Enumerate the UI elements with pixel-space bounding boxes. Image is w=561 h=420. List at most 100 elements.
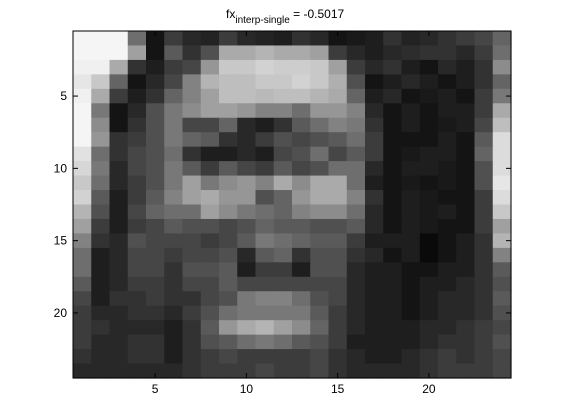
heatmap-cell <box>273 247 293 263</box>
heatmap-cell <box>365 291 384 307</box>
heatmap-cell <box>255 363 275 379</box>
heatmap-cell <box>109 117 129 133</box>
heatmap-cell <box>109 175 129 191</box>
heatmap-cell <box>237 247 257 263</box>
heatmap-cell <box>365 103 384 119</box>
heatmap-cell <box>91 74 111 90</box>
heatmap-cell <box>365 175 384 191</box>
heatmap-cell <box>146 59 165 75</box>
heatmap-cell <box>438 146 457 162</box>
heatmap-cell <box>109 103 129 119</box>
heatmap-cell <box>456 175 476 191</box>
heatmap-cell <box>438 262 457 278</box>
heatmap-cell <box>456 204 476 220</box>
heatmap-cell <box>109 349 129 365</box>
heatmap-cell <box>109 305 129 321</box>
heatmap-cell <box>255 88 275 104</box>
heatmap-cell <box>310 247 330 263</box>
heatmap-cell <box>237 103 257 119</box>
heatmap-cell <box>292 363 311 379</box>
heatmap-cell <box>419 88 439 104</box>
heatmap-cell <box>383 247 403 263</box>
heatmap-cell <box>438 190 457 206</box>
heatmap-cell <box>182 103 202 119</box>
heatmap-cell <box>109 161 129 177</box>
heatmap-cell <box>365 146 384 162</box>
heatmap-cell <box>419 117 439 133</box>
heatmap-cell <box>182 132 202 148</box>
heatmap-cell <box>438 74 457 90</box>
heatmap-cell <box>365 132 384 148</box>
heatmap-cell <box>255 247 275 263</box>
heatmap-cell <box>292 117 311 133</box>
heatmap-cell <box>182 45 202 61</box>
heatmap-cell <box>127 74 147 90</box>
heatmap-cell <box>146 305 165 321</box>
chart-title: fxinterp-single = -0.5017 <box>226 7 345 26</box>
heatmap-cell <box>456 117 476 133</box>
heatmap-cell <box>73 320 92 336</box>
heatmap-cell <box>419 45 439 61</box>
heatmap-cell <box>456 218 476 235</box>
heatmap-cell <box>310 262 330 278</box>
heatmap-cell <box>401 74 421 90</box>
heatmap-cell <box>474 45 494 61</box>
heatmap-cell <box>237 175 257 191</box>
chart-title-prefix: fx <box>226 7 235 21</box>
y-tick-label: 5 <box>60 89 67 103</box>
heatmap-cell <box>419 74 439 90</box>
heatmap-cell <box>127 233 147 249</box>
heatmap-cell <box>255 31 275 47</box>
heatmap-cell <box>237 233 257 249</box>
heatmap-cell <box>164 88 184 104</box>
heatmap-cell <box>237 305 257 321</box>
heatmap-cell <box>219 247 238 263</box>
heatmap-cell <box>182 276 202 292</box>
heatmap-cell <box>474 204 494 220</box>
heatmap-cell <box>182 59 202 75</box>
heatmap-cell <box>73 117 92 133</box>
heatmap-cell <box>109 45 129 61</box>
heatmap-cell <box>91 31 111 47</box>
heatmap-cell <box>419 103 439 119</box>
heatmap-cell <box>292 31 311 47</box>
heatmap-cell <box>456 88 476 104</box>
heatmap-cell <box>310 204 330 220</box>
heatmap-cell <box>164 103 184 119</box>
heatmap-cell <box>328 117 348 133</box>
heatmap-cell <box>273 45 293 61</box>
heatmap-cell <box>200 320 220 336</box>
heatmap-cell <box>492 74 512 90</box>
heatmap-cell <box>492 88 512 104</box>
heatmap-cell <box>164 45 184 61</box>
heatmap-cell <box>365 59 384 75</box>
heatmap-cell <box>237 45 257 61</box>
heatmap-cell <box>456 247 476 263</box>
heatmap-cell <box>127 146 147 162</box>
heatmap-cell <box>109 334 129 350</box>
heatmap-cell <box>346 262 366 278</box>
heatmap-cell <box>127 132 147 148</box>
heatmap-cell <box>438 117 457 133</box>
heatmap-cell <box>200 190 220 206</box>
heatmap-cell <box>292 276 311 292</box>
heatmap-cell <box>255 204 275 220</box>
heatmap-cell <box>401 349 421 365</box>
heatmap-cell <box>346 31 366 47</box>
heatmap-cell <box>255 334 275 350</box>
heatmap-cell <box>474 233 494 249</box>
heatmap-cell <box>365 262 384 278</box>
heatmap-cell <box>346 161 366 177</box>
heatmap-cell <box>292 247 311 263</box>
heatmap-cell <box>365 276 384 292</box>
heatmap-cell <box>419 132 439 148</box>
heatmap-cell <box>474 247 494 263</box>
heatmap-cell <box>456 276 476 292</box>
heatmap-cell <box>346 305 366 321</box>
heatmap-cell <box>73 146 92 162</box>
heatmap-cell <box>492 117 512 133</box>
heatmap-cell <box>219 218 238 235</box>
heatmap-cell <box>164 31 184 47</box>
heatmap-cell <box>109 59 129 75</box>
heatmap-cell <box>492 175 512 191</box>
